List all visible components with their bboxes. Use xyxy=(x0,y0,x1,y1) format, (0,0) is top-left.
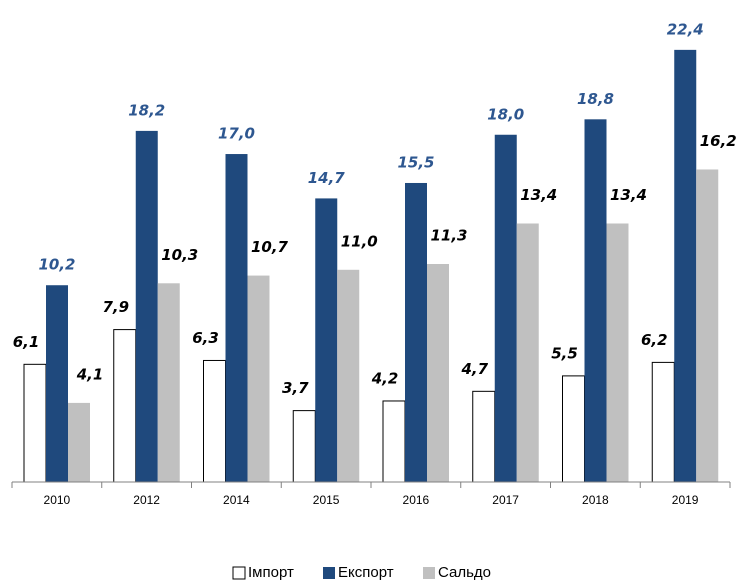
value-label: 6,1 xyxy=(13,333,40,351)
value-label: 10,7 xyxy=(251,238,289,256)
bar xyxy=(674,49,697,482)
value-label: 22,4 xyxy=(667,20,704,38)
value-label: 16,2 xyxy=(700,132,737,150)
value-label: 5,5 xyxy=(551,344,578,362)
value-label: 15,5 xyxy=(397,153,434,171)
bar xyxy=(225,154,248,482)
x-tick-label: 2017 xyxy=(492,493,519,507)
bar xyxy=(315,198,338,482)
bar xyxy=(427,264,449,482)
value-label: 4,1 xyxy=(76,365,104,383)
x-tick-label: 2010 xyxy=(44,493,71,507)
value-label: 10,3 xyxy=(161,246,198,264)
bar xyxy=(494,134,517,482)
value-label: 4,7 xyxy=(460,360,488,378)
value-label: 18,8 xyxy=(577,90,614,108)
value-label: 6,2 xyxy=(641,331,668,349)
value-label: 18,0 xyxy=(487,105,524,123)
legend-swatch xyxy=(232,566,246,580)
bar xyxy=(606,223,629,482)
bar xyxy=(472,390,496,483)
x-tick-label: 2012 xyxy=(133,493,160,507)
bar xyxy=(516,223,539,482)
x-tick-label: 2019 xyxy=(672,493,699,507)
x-tick-label: 2014 xyxy=(223,493,250,507)
bar xyxy=(584,119,607,483)
bar xyxy=(562,375,585,483)
bar xyxy=(113,329,137,483)
value-label: 10,2 xyxy=(38,256,75,274)
value-label: 17,0 xyxy=(218,125,255,143)
bar xyxy=(157,283,180,482)
x-tick-label: 2015 xyxy=(313,493,340,507)
bar xyxy=(696,169,719,482)
legend-label: Експорт xyxy=(338,564,394,581)
legend-swatch xyxy=(323,567,335,579)
value-label: 6,3 xyxy=(192,329,219,347)
bar xyxy=(405,182,427,482)
bar xyxy=(292,410,316,483)
bar xyxy=(382,400,406,483)
value-label: 7,9 xyxy=(102,298,129,316)
value-label: 13,4 xyxy=(610,186,647,204)
legend-label: Імпорт xyxy=(248,564,294,581)
bar xyxy=(135,130,158,482)
x-tick-label: 2016 xyxy=(403,493,430,507)
x-tick-label: 2018 xyxy=(582,493,609,507)
bar xyxy=(247,275,270,482)
value-label: 18,2 xyxy=(128,101,165,119)
value-label: 11,3 xyxy=(430,227,467,245)
bar xyxy=(203,359,226,483)
bar xyxy=(651,361,675,483)
value-label: 13,4 xyxy=(520,186,557,204)
bar xyxy=(23,363,47,483)
bar xyxy=(337,269,360,482)
bar xyxy=(46,285,68,482)
value-label: 14,7 xyxy=(308,169,346,187)
legend-swatch xyxy=(423,567,435,579)
value-label: 4,2 xyxy=(371,369,399,387)
value-label: 3,7 xyxy=(282,379,309,397)
value-label: 11,0 xyxy=(341,232,378,250)
bar xyxy=(68,402,90,482)
legend-label: Сальдо xyxy=(438,564,491,581)
